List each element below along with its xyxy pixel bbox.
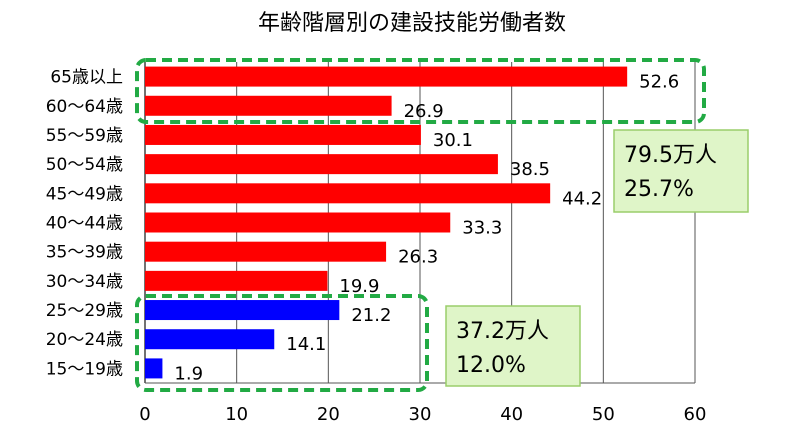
younger-group-outline <box>135 294 429 392</box>
bar <box>145 329 275 350</box>
bar <box>145 212 451 233</box>
category-label: 15～19歳 <box>46 359 123 379</box>
annotation-count: 37.2万人 <box>456 319 549 344</box>
category-label: 40～44歳 <box>46 214 123 234</box>
bar <box>145 124 421 145</box>
annotation-box <box>445 305 581 387</box>
x-tick-label: 10 <box>225 404 248 425</box>
bar <box>145 241 387 262</box>
value-label: 44.2 <box>562 188 602 209</box>
x-tick-label: 60 <box>684 404 707 425</box>
bar <box>145 66 628 87</box>
category-label: 55～59歳 <box>46 126 123 146</box>
category-label: 60～64歳 <box>46 97 123 117</box>
category-label: 45～49歳 <box>46 184 123 204</box>
category-label: 25～29歳 <box>46 301 123 321</box>
annotation-share: 25.7% <box>624 177 694 202</box>
older-group-outline <box>135 58 706 124</box>
value-label: 30.1 <box>433 130 473 151</box>
chart-title: 年齢階層別の建設技能労働者数 <box>258 11 566 36</box>
x-tick-label: 40 <box>500 404 523 425</box>
annotation-box <box>613 129 749 213</box>
group-highlights <box>135 58 706 392</box>
x-tick-label: 50 <box>592 404 615 425</box>
bar <box>145 154 498 175</box>
x-tick-label: 0 <box>139 404 150 425</box>
bar <box>145 270 328 291</box>
annotations: 79.5万人 25.7% 37.2万人 12.0% <box>445 129 749 387</box>
bar <box>145 358 163 379</box>
category-labels: 65歳以上 60～64歳 55～59歳 50～54歳 45～49歳 40～44歳 35～39… <box>46 68 123 380</box>
x-tick-labels: 0 10 20 30 40 50 60 <box>139 404 706 425</box>
value-label: 26.3 <box>398 247 438 268</box>
value-label: 1.9 <box>174 363 203 384</box>
x-tick-label: 30 <box>409 404 432 425</box>
bar <box>145 183 551 204</box>
value-label: 14.1 <box>286 334 326 355</box>
value-label: 19.9 <box>339 276 379 297</box>
category-label: 50～54歳 <box>46 155 123 175</box>
value-labels: 52.6 26.9 30.1 38.5 44.2 33.3 26.3 19.9 21.2 14.1… <box>174 72 679 385</box>
category-label: 65歳以上 <box>50 68 123 88</box>
value-label: 26.9 <box>404 101 444 122</box>
annotation-share: 12.0% <box>456 353 526 378</box>
category-label: 35～39歳 <box>46 243 123 263</box>
value-label: 33.3 <box>462 218 502 239</box>
x-tick-label: 20 <box>317 404 340 425</box>
bars <box>145 66 628 379</box>
bar <box>145 95 392 116</box>
value-label: 38.5 <box>510 159 550 180</box>
annotation-count: 79.5万人 <box>624 143 717 168</box>
value-label: 21.2 <box>351 305 391 326</box>
value-label: 52.6 <box>639 72 679 93</box>
bar <box>145 300 340 321</box>
category-label: 30～34歳 <box>46 272 123 292</box>
category-label: 20～24歳 <box>46 330 123 350</box>
